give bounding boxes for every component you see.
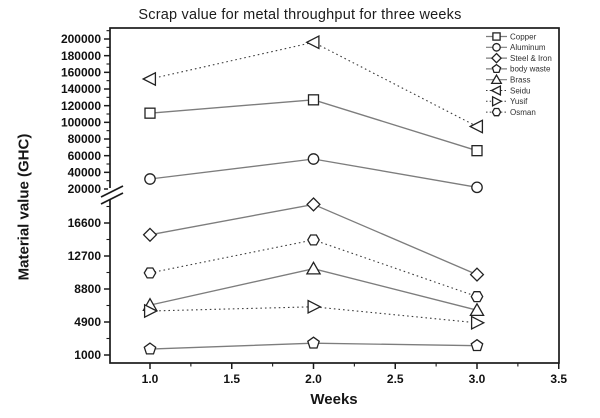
triangle-left-marker-icon xyxy=(141,71,157,87)
y-axis-ticks: 20000 40000 60000 80000 100000 120000 140000 16… xyxy=(61,30,110,362)
series-osman xyxy=(143,234,484,303)
legend-entry-steel-iron: Steel & Iron xyxy=(486,52,552,64)
diamond-marker-icon xyxy=(306,197,321,212)
square-marker-icon xyxy=(307,94,320,106)
y-tick-label: 100000 xyxy=(61,116,101,130)
triangle-right-marker-icon xyxy=(143,303,159,319)
series-copper xyxy=(144,94,483,157)
legend-entry-yusif: Yusif xyxy=(486,95,528,107)
brass-legend-marker-icon xyxy=(490,73,503,85)
square-marker-icon xyxy=(471,145,483,157)
y-tick-label: 120000 xyxy=(61,99,101,113)
series-yusif xyxy=(143,299,486,331)
y-axis-label: Material value (GHC) xyxy=(15,133,33,281)
series-steel-iron xyxy=(142,197,485,282)
legend-entry-brass: Brass xyxy=(486,73,530,85)
pentagon-marker-icon xyxy=(143,342,157,355)
y-tick-label: 180000 xyxy=(61,49,101,63)
x-axis-ticks: 1.0 1.5 2.0 2.5 3.0 3.5 xyxy=(142,363,567,386)
osman-legend-marker-icon xyxy=(491,107,502,117)
y-tick-label: 20000 xyxy=(68,182,102,196)
legend-label-osman: Osman xyxy=(510,108,536,117)
legend-entry-osman: Osman xyxy=(486,107,536,117)
hexagon-marker-icon xyxy=(307,234,320,246)
y-tick-label: 200000 xyxy=(61,32,101,46)
legend-label-copper: Copper xyxy=(510,32,537,41)
y-tick-label: 60000 xyxy=(68,149,102,163)
y-tick-label: 8800 xyxy=(74,282,101,296)
triangle-right-marker-icon xyxy=(307,299,322,315)
y-tick-label: 4900 xyxy=(74,315,101,329)
steel-iron-legend-marker-icon xyxy=(490,52,503,64)
triangle-up-marker-icon xyxy=(305,260,322,275)
triangle-left-marker-icon xyxy=(305,35,320,50)
y-tick-label: 12700 xyxy=(68,249,102,263)
legend-entry-seidu: Seidu xyxy=(486,84,530,97)
y-tick-label: 140000 xyxy=(61,82,101,96)
copper-legend-marker-icon xyxy=(492,32,501,41)
aluminum-legend-marker-icon xyxy=(492,42,501,52)
legend-label-steel-iron: Steel & Iron xyxy=(510,54,552,63)
triangle-left-marker-icon xyxy=(468,119,484,134)
hexagon-marker-icon xyxy=(470,291,484,303)
y-tick-label: 40000 xyxy=(68,166,102,180)
x-tick-label: 1.0 xyxy=(142,372,159,386)
x-axis-label: Weeks xyxy=(310,391,358,408)
series-seidu xyxy=(141,35,484,134)
legend-entry-body-waste: body waste xyxy=(486,63,551,74)
circle-marker-icon xyxy=(144,173,156,185)
seidu-legend-marker-icon xyxy=(490,84,502,97)
x-tick-label: 3.5 xyxy=(550,372,567,386)
legend-entry-aluminum: Aluminum xyxy=(486,42,546,52)
y-tick-label: 16600 xyxy=(68,216,102,230)
y-axis-break xyxy=(100,185,124,205)
y-tick-label: 160000 xyxy=(61,66,101,80)
legend-label-yusif: Yusif xyxy=(510,97,528,106)
body-waste-legend-marker-icon xyxy=(491,63,502,74)
y-tick-label: 1000 xyxy=(74,348,101,362)
chart-title: Scrap value for metal throughput for thr… xyxy=(138,7,462,23)
legend-label-seidu: Seidu xyxy=(510,86,530,95)
pentagon-marker-icon xyxy=(470,338,484,352)
legend-label-aluminum: Aluminum xyxy=(510,43,546,52)
x-tick-label: 3.0 xyxy=(469,372,486,386)
triangle-up-marker-icon xyxy=(469,302,485,317)
yusif-legend-marker-icon xyxy=(491,95,503,107)
square-marker-icon xyxy=(144,107,156,119)
legend: Copper Aluminum Steel & Iron body waste Bras… xyxy=(486,32,552,117)
y-tick-label: 80000 xyxy=(68,132,102,146)
x-tick-label: 1.5 xyxy=(223,372,240,386)
legend-entry-copper: Copper xyxy=(486,32,537,41)
diamond-marker-icon xyxy=(469,267,485,282)
hexagon-marker-icon xyxy=(143,267,157,279)
plot-frame xyxy=(109,27,560,364)
pentagon-marker-icon xyxy=(307,336,320,349)
series-aluminum xyxy=(144,153,483,194)
circle-marker-icon xyxy=(471,181,483,194)
x-tick-label: 2.5 xyxy=(387,372,404,386)
legend-label-brass: Brass xyxy=(510,76,530,85)
legend-label-body-waste: body waste xyxy=(510,65,551,74)
x-tick-label: 2.0 xyxy=(305,372,322,386)
circle-marker-icon xyxy=(307,153,320,165)
series-body-waste xyxy=(143,336,484,355)
triangle-right-marker-icon xyxy=(470,315,486,331)
diamond-marker-icon xyxy=(142,227,158,243)
